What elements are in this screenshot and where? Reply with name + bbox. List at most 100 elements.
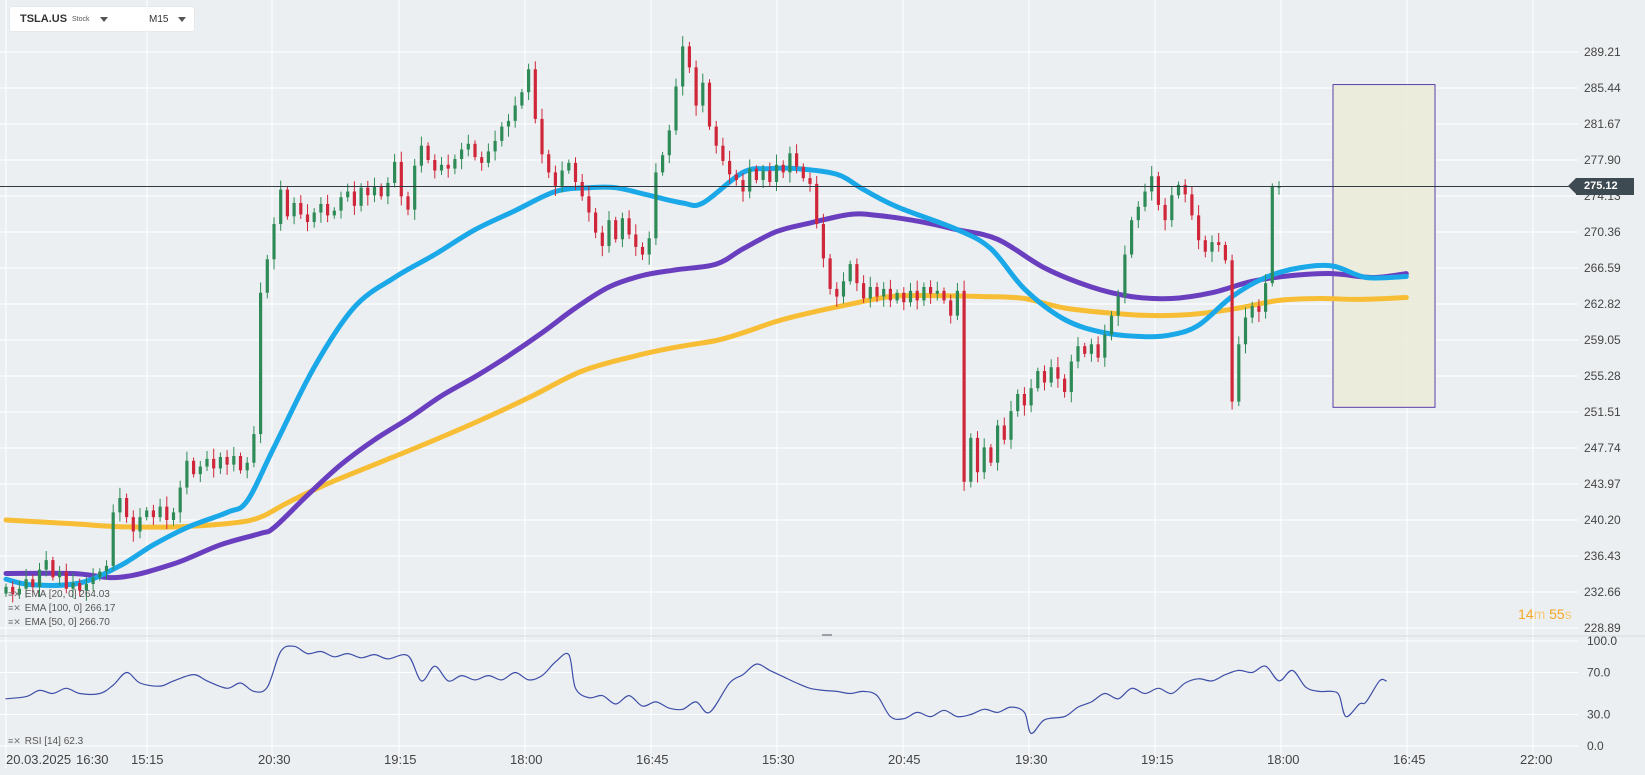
candle-up: [607, 220, 611, 246]
candle-up: [84, 583, 88, 591]
legend-rsi[interactable]: ≡✕ RSI [14] 62.3: [8, 736, 83, 747]
legend-ema-20[interactable]: ≡✕ EMA [20, 0] 264.03: [8, 589, 110, 600]
candle-down: [875, 287, 879, 297]
candle-down: [835, 288, 839, 297]
symbol-toolbar[interactable]: TSLA.US Stock M15: [10, 7, 194, 31]
candle-up: [513, 105, 517, 121]
candle-down: [929, 287, 933, 294]
legend-ema-50-label: EMA [50, 0] 266.70: [24, 617, 110, 628]
timeframe-value[interactable]: M15: [149, 14, 169, 25]
candle-up: [419, 145, 423, 166]
rsi-panel: [5, 645, 1387, 735]
candle-down: [627, 218, 631, 235]
price-tick-label: 270.36: [1584, 225, 1621, 239]
candle-up: [386, 182, 390, 197]
candle-up: [265, 259, 269, 293]
candle-down: [473, 143, 477, 158]
rsi-tick-label: 30.0: [1587, 708, 1611, 722]
time-tick-label: 20:45: [888, 752, 921, 767]
candle-down: [573, 162, 578, 182]
candle-up: [969, 437, 973, 482]
candle-up: [466, 143, 470, 150]
candle-up: [868, 287, 872, 299]
candle-down: [547, 154, 551, 173]
candle-down: [1223, 244, 1227, 261]
time-tick-label: 20:30: [258, 752, 291, 767]
time-tick-label: 16:45: [636, 752, 669, 767]
candle-down: [1042, 371, 1047, 383]
price-tick-label: 240.20: [1584, 513, 1621, 527]
candle-up: [1029, 388, 1033, 406]
price-tick-label: 259.05: [1584, 333, 1621, 347]
price-tick-label: 255.28: [1584, 369, 1621, 383]
candle-up: [1130, 220, 1134, 255]
candle-down: [942, 290, 946, 301]
candle-down: [707, 82, 712, 127]
candle-up: [908, 290, 913, 303]
candle-down: [821, 223, 825, 259]
time-tick-label: 16:30: [76, 752, 109, 767]
candle-down: [1230, 260, 1234, 402]
candle-down: [1163, 204, 1167, 221]
symbol-dropdown-icon[interactable]: [100, 17, 108, 22]
price-tick-label: 251.51: [1584, 405, 1621, 419]
legend-ema-50[interactable]: ≡✕ EMA [50, 0] 266.70: [8, 617, 110, 628]
candle-up: [279, 189, 283, 224]
symbol-name[interactable]: TSLA.US: [20, 13, 68, 25]
candle-up: [58, 571, 62, 578]
candle-down: [51, 560, 55, 578]
candle-down: [299, 202, 303, 215]
candle-down: [11, 586, 15, 595]
rsi-tick-label: 0.0: [1587, 739, 1604, 753]
candle-up: [506, 120, 511, 127]
candle-down: [801, 166, 805, 179]
candle-up: [453, 159, 457, 169]
time-axis: 20.03.2025 16:30 15:15 20:30 19:15 18:00 16:45…: [6, 752, 1553, 767]
price-tick-label: 285.44: [1584, 81, 1621, 95]
candle-down: [989, 447, 993, 463]
candle-down: [326, 203, 330, 216]
candle-down: [1190, 194, 1194, 216]
price-tick-label: 228.89: [1584, 621, 1621, 635]
candle-down: [1197, 215, 1201, 241]
candle-up: [761, 170, 765, 181]
candle-down: [426, 145, 430, 160]
candle-up: [1123, 254, 1127, 297]
candle-up: [996, 425, 1000, 463]
candle-down: [768, 170, 772, 182]
time-tick-label: 22:00: [1520, 752, 1553, 767]
settings-icon[interactable]: ≡✕: [8, 736, 21, 746]
candle-up: [319, 203, 323, 213]
price-tick-label: 289.21: [1584, 45, 1621, 59]
candle-up: [1250, 306, 1254, 318]
candle-up: [1176, 184, 1181, 196]
candle-up: [1237, 344, 1241, 402]
legend-ema-20-label: EMA [20, 0] 264.03: [24, 589, 110, 600]
candle-down: [379, 186, 383, 197]
candle-up: [252, 434, 256, 463]
timeframe-dropdown-icon[interactable]: [178, 17, 186, 22]
candle-down: [540, 118, 544, 155]
candle-up: [922, 287, 926, 301]
legend-ema-100[interactable]: ≡✕ EMA [100, 0] 266.17: [8, 603, 115, 614]
rsi-tick-label: 70.0: [1587, 666, 1611, 680]
settings-icon[interactable]: ≡✕: [8, 589, 21, 599]
candle-up: [1270, 186, 1274, 284]
settings-icon[interactable]: ≡✕: [8, 617, 21, 627]
candle-down: [580, 181, 584, 197]
candle-down: [131, 517, 135, 532]
candle-up: [138, 517, 142, 532]
ema-20-path: [3, 165, 1409, 588]
candle-down: [687, 46, 691, 68]
candle-down: [808, 178, 812, 184]
candle-down: [915, 290, 919, 301]
price-tick-label: 281.67: [1584, 117, 1621, 131]
current-price-tag: 275.12: [1568, 178, 1634, 196]
settings-icon[interactable]: ≡✕: [8, 603, 21, 613]
candle-down: [594, 212, 598, 233]
candle-up: [647, 238, 651, 255]
candle-up: [667, 130, 671, 156]
candle-down: [1203, 240, 1207, 252]
candle-down: [446, 164, 450, 169]
